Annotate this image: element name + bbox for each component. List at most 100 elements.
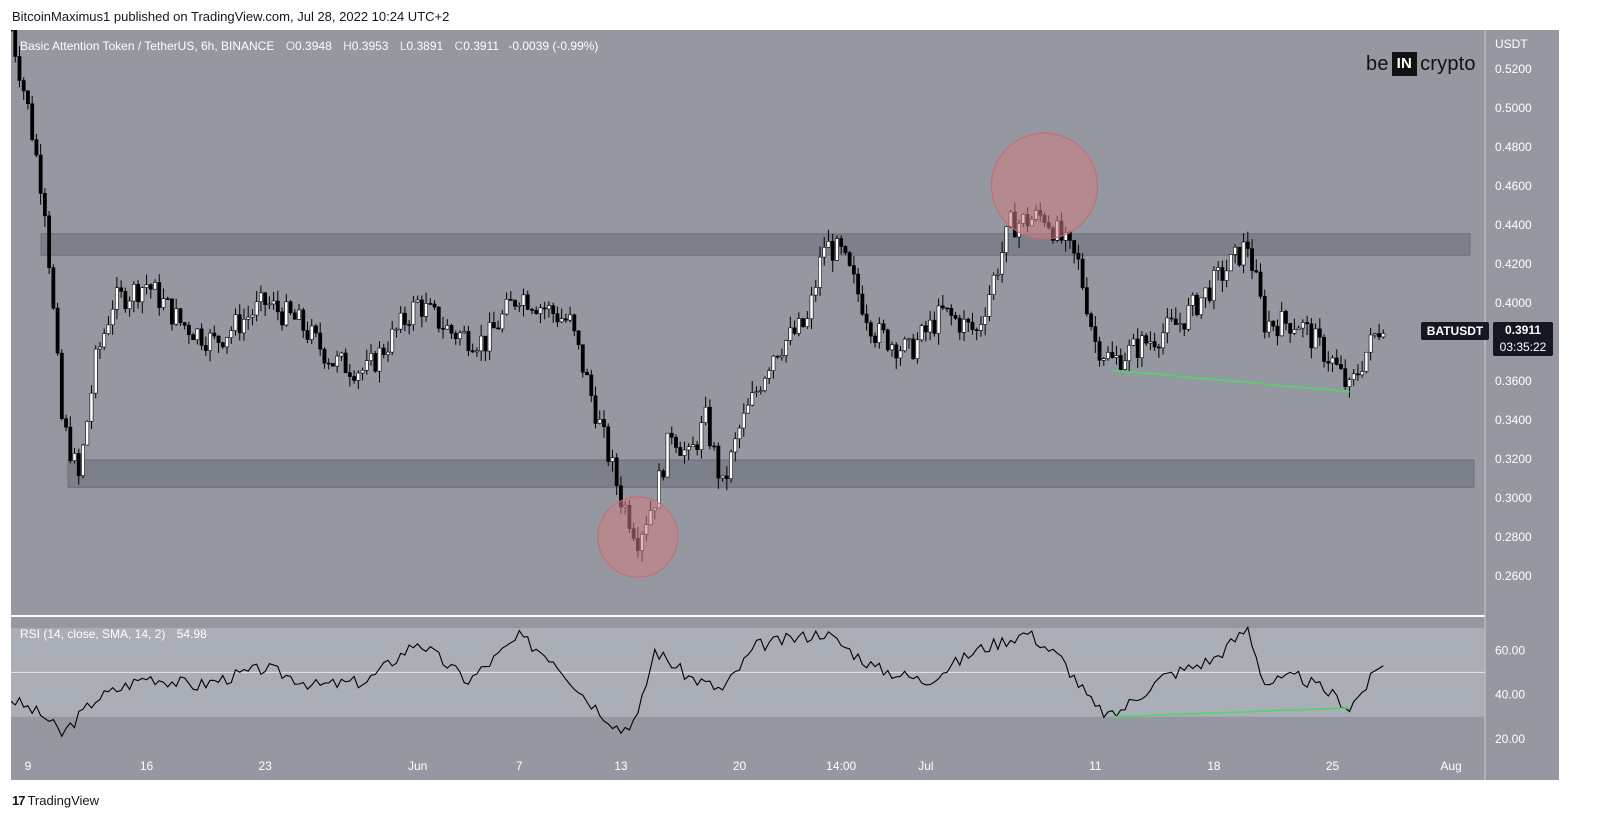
candle-up (517, 305, 522, 307)
candle-down (51, 267, 56, 309)
candle-up (267, 303, 272, 306)
close-label: C (454, 39, 464, 53)
rsi-tick-label: 40.00 (1495, 688, 1525, 702)
candle-down (614, 457, 619, 487)
candle-up (364, 360, 369, 371)
candle-down (263, 292, 268, 305)
candle-up (445, 325, 450, 330)
chart-canvas[interactable]: USDT 0.2600 0.2800 0.3000 0.3200 0.3400 0.3600… (9, 23, 1559, 796)
candle-down (38, 154, 43, 194)
candle-down (407, 324, 412, 326)
time-tick-label: 14:00 (826, 759, 856, 773)
time-tick-label: Jul (918, 759, 933, 773)
candle-down (1093, 326, 1098, 342)
candle-up (809, 294, 814, 320)
candle-up (1106, 352, 1110, 359)
candle-up (1123, 360, 1127, 370)
price-divergence-line (1112, 369, 1350, 393)
candle-down (157, 282, 162, 308)
candle-up (254, 301, 259, 316)
time-tick-label: 13 (614, 759, 628, 773)
candle-up (779, 355, 784, 358)
logo-box: IN (1391, 52, 1418, 76)
candle-down (1237, 246, 1242, 266)
candle-down (453, 332, 458, 339)
candle-up (1186, 305, 1191, 330)
candle-up (102, 333, 107, 348)
candle-up (85, 421, 90, 446)
price-tick-label: 0.4400 (1495, 218, 1532, 232)
candle-down (470, 350, 475, 353)
candle-up (1330, 357, 1335, 364)
candle-down (932, 319, 937, 334)
time-tick-label: 7 (516, 759, 523, 773)
tradingview-brand: TradingView (27, 793, 100, 808)
author-name[interactable]: BitcoinMaximus1 (12, 9, 111, 24)
candle-up (398, 312, 403, 330)
candle-up (538, 307, 543, 314)
candle-up (1368, 334, 1373, 353)
candle-down (589, 374, 594, 397)
candle-down (47, 215, 52, 268)
candle-up (822, 247, 827, 258)
candle-down (373, 353, 378, 372)
candle-down (530, 309, 534, 311)
candle-down (491, 322, 496, 329)
candle-up (987, 294, 992, 317)
candle-down (555, 313, 560, 323)
candle-up (665, 432, 670, 478)
last-price-tag: 0.3911 03:35:22 (1493, 322, 1553, 356)
candle-down (1326, 361, 1331, 364)
rsi-title[interactable]: RSI (14, close, SMA, 14, 2) (20, 627, 166, 641)
candle-up (1178, 323, 1182, 325)
candle-down (792, 327, 797, 334)
tradingview-logo-icon: 17 (12, 793, 26, 808)
candle-down (428, 303, 433, 305)
candle-down (237, 314, 242, 334)
candle-up (1165, 317, 1170, 334)
highlight-circle (990, 132, 1098, 240)
rsi-divergence-line (1112, 707, 1350, 718)
candle-down (64, 418, 68, 428)
candle-down (894, 344, 899, 359)
candle-up (826, 241, 831, 248)
candle-up (93, 348, 98, 394)
candle-up (250, 314, 255, 318)
open-label: O (285, 39, 296, 53)
candle-up (784, 340, 789, 356)
candle-down (403, 312, 407, 325)
candle-up (1148, 341, 1153, 344)
candle-down (42, 193, 47, 217)
chart-frame[interactable]: USDT 0.2600 0.2800 0.3000 0.3200 0.3400 0.3600… (9, 23, 1559, 796)
candle-down (949, 307, 954, 316)
symbol-title[interactable]: Basic Attention Token / TetherUS, 6h, BI… (20, 39, 275, 53)
candle-down (55, 307, 60, 354)
candle-down (885, 329, 890, 351)
candle-down (1305, 322, 1310, 325)
candle-up (1203, 287, 1208, 299)
publish-info: published on TradingView.com, Jul 28, 20… (113, 9, 450, 24)
candle-down (1288, 323, 1293, 334)
candle-up (411, 301, 416, 325)
candle-down (419, 299, 424, 317)
price-axis-bg (1485, 30, 1559, 780)
candle-up (1381, 333, 1386, 338)
candle-up (568, 314, 573, 321)
low-label: L (399, 39, 407, 53)
candle-up (1131, 338, 1136, 346)
candle-down (288, 301, 293, 314)
candle-down (674, 436, 678, 448)
tradingview-footer[interactable]: 17 TradingView (12, 793, 99, 808)
candle-down (17, 56, 22, 81)
candle-down (868, 322, 873, 337)
time-axis-bg (11, 750, 1559, 780)
candle-up (699, 422, 704, 450)
time-tick-label: Aug (1440, 759, 1461, 773)
candle-up (127, 300, 132, 309)
time-tick-label: Jun (408, 759, 427, 773)
candle-up (902, 338, 907, 352)
candle-down (551, 305, 556, 315)
candle-down (974, 329, 979, 331)
candle-down (1072, 240, 1077, 254)
candle-down (30, 103, 35, 140)
